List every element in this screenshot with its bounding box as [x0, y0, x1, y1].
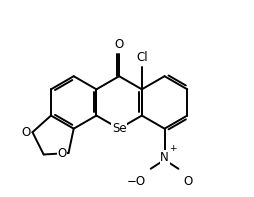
Text: O: O — [183, 175, 192, 188]
Text: Cl: Cl — [136, 51, 148, 64]
Text: N: N — [160, 151, 169, 164]
Text: O: O — [21, 126, 30, 139]
Text: −O: −O — [127, 175, 146, 188]
Text: +: + — [169, 144, 177, 153]
Text: O: O — [57, 147, 67, 160]
Text: Se: Se — [112, 122, 126, 135]
Text: O: O — [115, 38, 124, 51]
